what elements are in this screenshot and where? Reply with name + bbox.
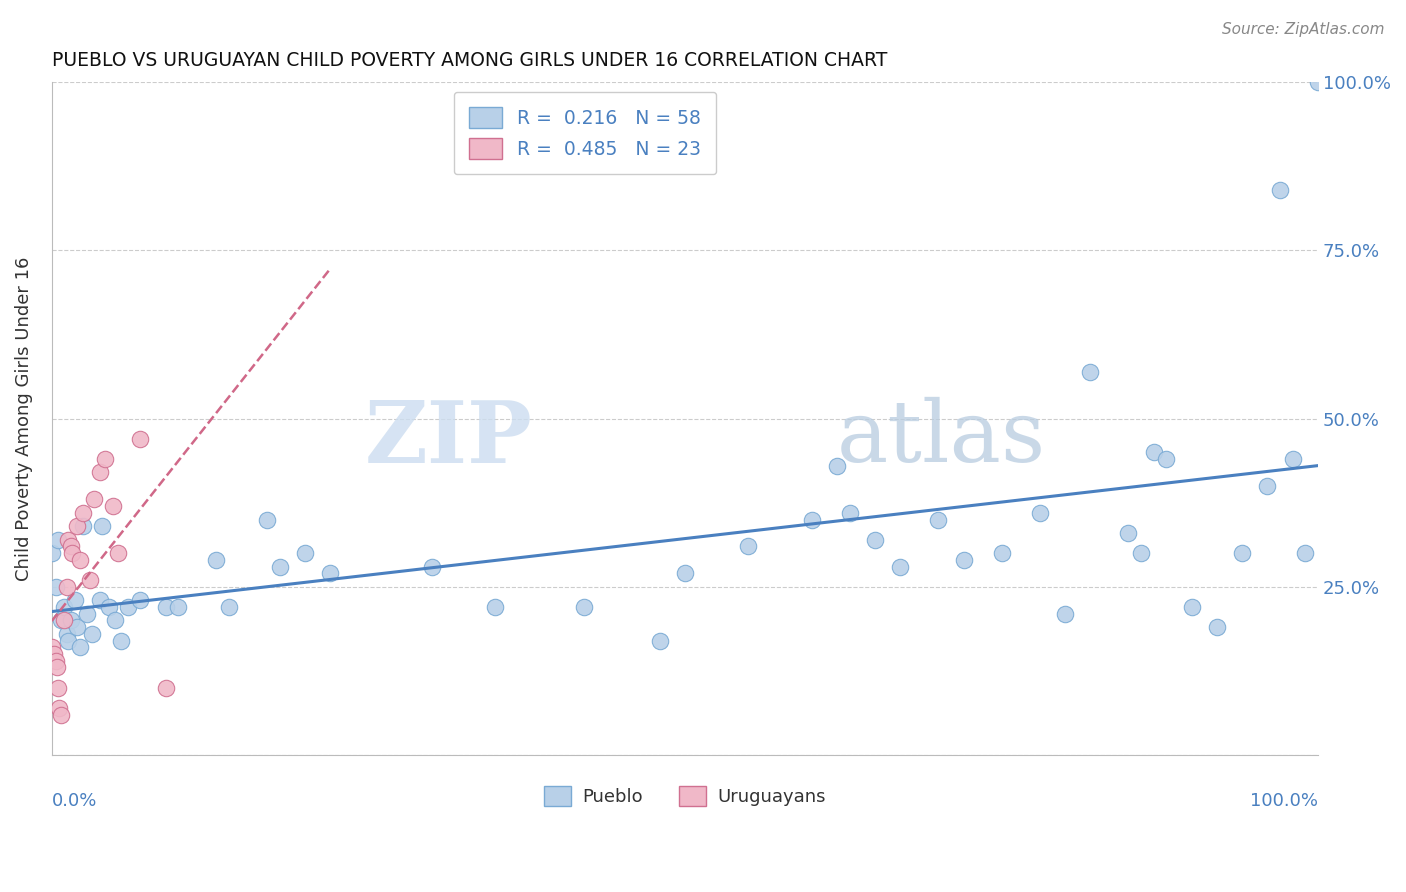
Point: [990, 546, 1012, 560]
Point: [45, 660, 67, 674]
Point: [927, 512, 949, 526]
Point: [572, 599, 595, 614]
Point: [104, 614, 127, 628]
Point: [1268, 183, 1291, 197]
Point: [155, 599, 177, 614]
Point: [1205, 620, 1227, 634]
Point: [167, 599, 190, 614]
Point: [1154, 452, 1177, 467]
Point: [58, 633, 80, 648]
Point: [53, 599, 76, 614]
Point: [44, 647, 66, 661]
Point: [1142, 445, 1164, 459]
Text: PUEBLO VS URUGUAYAN CHILD POVERTY AMONG GIRLS UNDER 16 CORRELATION CHART: PUEBLO VS URUGUAYAN CHILD POVERTY AMONG …: [52, 51, 887, 70]
Point: [110, 633, 132, 648]
Point: [484, 599, 506, 614]
Point: [59, 614, 82, 628]
Point: [79, 573, 101, 587]
Point: [155, 681, 177, 695]
Point: [1078, 365, 1101, 379]
Point: [420, 559, 443, 574]
Point: [45, 580, 67, 594]
Point: [94, 452, 117, 467]
Point: [1281, 452, 1303, 467]
Point: [825, 458, 848, 473]
Point: [53, 614, 76, 628]
Text: Source: ZipAtlas.com: Source: ZipAtlas.com: [1222, 22, 1385, 37]
Point: [294, 546, 316, 560]
Point: [49, 614, 72, 628]
Point: [952, 553, 974, 567]
Point: [56, 580, 79, 594]
Point: [129, 432, 152, 446]
Point: [63, 593, 86, 607]
Point: [205, 553, 228, 567]
Point: [1230, 546, 1253, 560]
Point: [1295, 546, 1317, 560]
Point: [56, 627, 79, 641]
Text: atlas: atlas: [837, 397, 1046, 481]
Point: [72, 506, 94, 520]
Point: [218, 599, 240, 614]
Point: [66, 519, 89, 533]
Point: [256, 512, 278, 526]
Point: [1116, 525, 1139, 540]
Point: [89, 466, 111, 480]
Point: [45, 654, 67, 668]
Point: [89, 593, 111, 607]
Point: [737, 540, 759, 554]
Point: [66, 620, 89, 634]
Point: [648, 633, 671, 648]
Point: [319, 566, 342, 581]
Point: [1308, 75, 1330, 89]
Point: [101, 499, 124, 513]
Point: [1256, 479, 1278, 493]
Point: [1028, 506, 1050, 520]
Text: 0.0%: 0.0%: [52, 792, 97, 810]
Point: [83, 492, 105, 507]
Point: [69, 640, 91, 655]
Point: [1180, 599, 1202, 614]
Point: [41, 640, 63, 655]
Point: [58, 533, 80, 547]
Point: [97, 599, 120, 614]
Point: [72, 519, 94, 533]
Point: [863, 533, 886, 547]
Point: [838, 506, 860, 520]
Point: [129, 593, 152, 607]
Point: [46, 533, 69, 547]
Point: [48, 701, 70, 715]
Point: [76, 607, 98, 621]
Point: [673, 566, 696, 581]
Text: ZIP: ZIP: [366, 397, 533, 481]
Point: [1053, 607, 1076, 621]
Point: [46, 681, 69, 695]
Point: [69, 553, 91, 567]
Point: [49, 707, 72, 722]
Point: [889, 559, 911, 574]
Point: [1129, 546, 1152, 560]
Y-axis label: Child Poverty Among Girls Under 16: Child Poverty Among Girls Under 16: [15, 256, 32, 581]
Text: 100.0%: 100.0%: [1250, 792, 1319, 810]
Point: [269, 559, 291, 574]
Point: [82, 627, 104, 641]
Legend: Pueblo, Uruguayans: Pueblo, Uruguayans: [537, 779, 832, 814]
Point: [117, 599, 139, 614]
Point: [91, 519, 114, 533]
Point: [60, 546, 83, 560]
Point: [800, 512, 823, 526]
Point: [41, 546, 63, 560]
Point: [107, 546, 129, 560]
Point: [59, 540, 82, 554]
